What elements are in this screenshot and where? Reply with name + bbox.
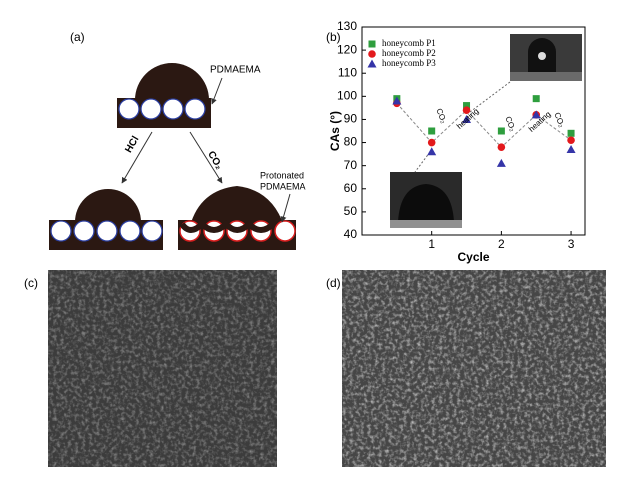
data-point [427, 138, 436, 147]
protonated-label: PDMAEMA [260, 181, 306, 191]
y-tick-label: 110 [338, 65, 357, 79]
legend-label: honeycomb P1 [382, 38, 436, 48]
inset-pointer [414, 151, 431, 173]
annotation: CO₂ [434, 107, 448, 124]
panel-label: (d) [326, 276, 341, 290]
annotation: heating [527, 110, 553, 134]
y-tick-label: 60 [344, 181, 358, 195]
inset-substrate [390, 220, 462, 228]
inset-pointer [469, 81, 511, 113]
data-point [531, 110, 541, 119]
data-point [567, 129, 575, 137]
micrograph [342, 270, 606, 467]
data-point [427, 147, 437, 156]
x-tick-label: 2 [498, 237, 505, 251]
panel-label: (b) [326, 30, 341, 44]
inset-substrate [510, 72, 582, 81]
legend-marker [367, 59, 377, 68]
legend-label: honeycomb P3 [382, 58, 436, 68]
plot-frame [361, 26, 586, 236]
micrograph [48, 270, 277, 467]
data-point [567, 136, 575, 145]
annotation: CO₂ [503, 115, 517, 132]
data-point [428, 127, 436, 135]
inset-highlight [538, 52, 546, 60]
legend-label: honeycomb P2 [382, 48, 436, 58]
data-point [392, 96, 402, 105]
y-tick-label: 40 [344, 227, 358, 241]
y-tick-label: 100 [337, 89, 357, 103]
diagram: PDMAEMA HCl CO₂ Protonated PDMAEMA [49, 63, 306, 250]
trend-line [396, 102, 572, 148]
x-axis-label: Cycle [457, 250, 489, 264]
legend-marker [368, 50, 376, 58]
y-tick-label: 70 [344, 158, 358, 172]
data-point [497, 127, 505, 135]
inset-drop [398, 184, 454, 222]
y-axis-label: CAs (°) [328, 111, 342, 151]
data-point [532, 95, 540, 103]
x-tick-label: 1 [428, 237, 435, 251]
arrow-label: HCl [123, 134, 141, 155]
chart: 40 50 60 70 80 90 100 110 120 130 1 2 3 Cycle CAs (°) h… [328, 19, 586, 264]
coating-label: PDMAEMA [210, 65, 261, 76]
y-tick-label: 130 [337, 19, 357, 33]
y-tick-label: 80 [344, 135, 358, 149]
annotation: CO₂ [552, 111, 566, 128]
data-point [462, 114, 472, 123]
data-point [566, 144, 576, 153]
x-tick-label: 3 [568, 237, 575, 251]
panel-label: (c) [24, 276, 38, 290]
data-point [496, 158, 506, 167]
data-point [463, 102, 471, 110]
protonated-label: Protonated [260, 170, 304, 180]
data-point [462, 106, 471, 114]
data-point [497, 143, 506, 151]
y-tick-label: 50 [344, 204, 358, 218]
legend-marker [368, 40, 376, 48]
y-tick-label: 120 [337, 42, 357, 56]
panel-label: (a) [70, 30, 85, 44]
y-tick-label: 90 [344, 112, 358, 126]
